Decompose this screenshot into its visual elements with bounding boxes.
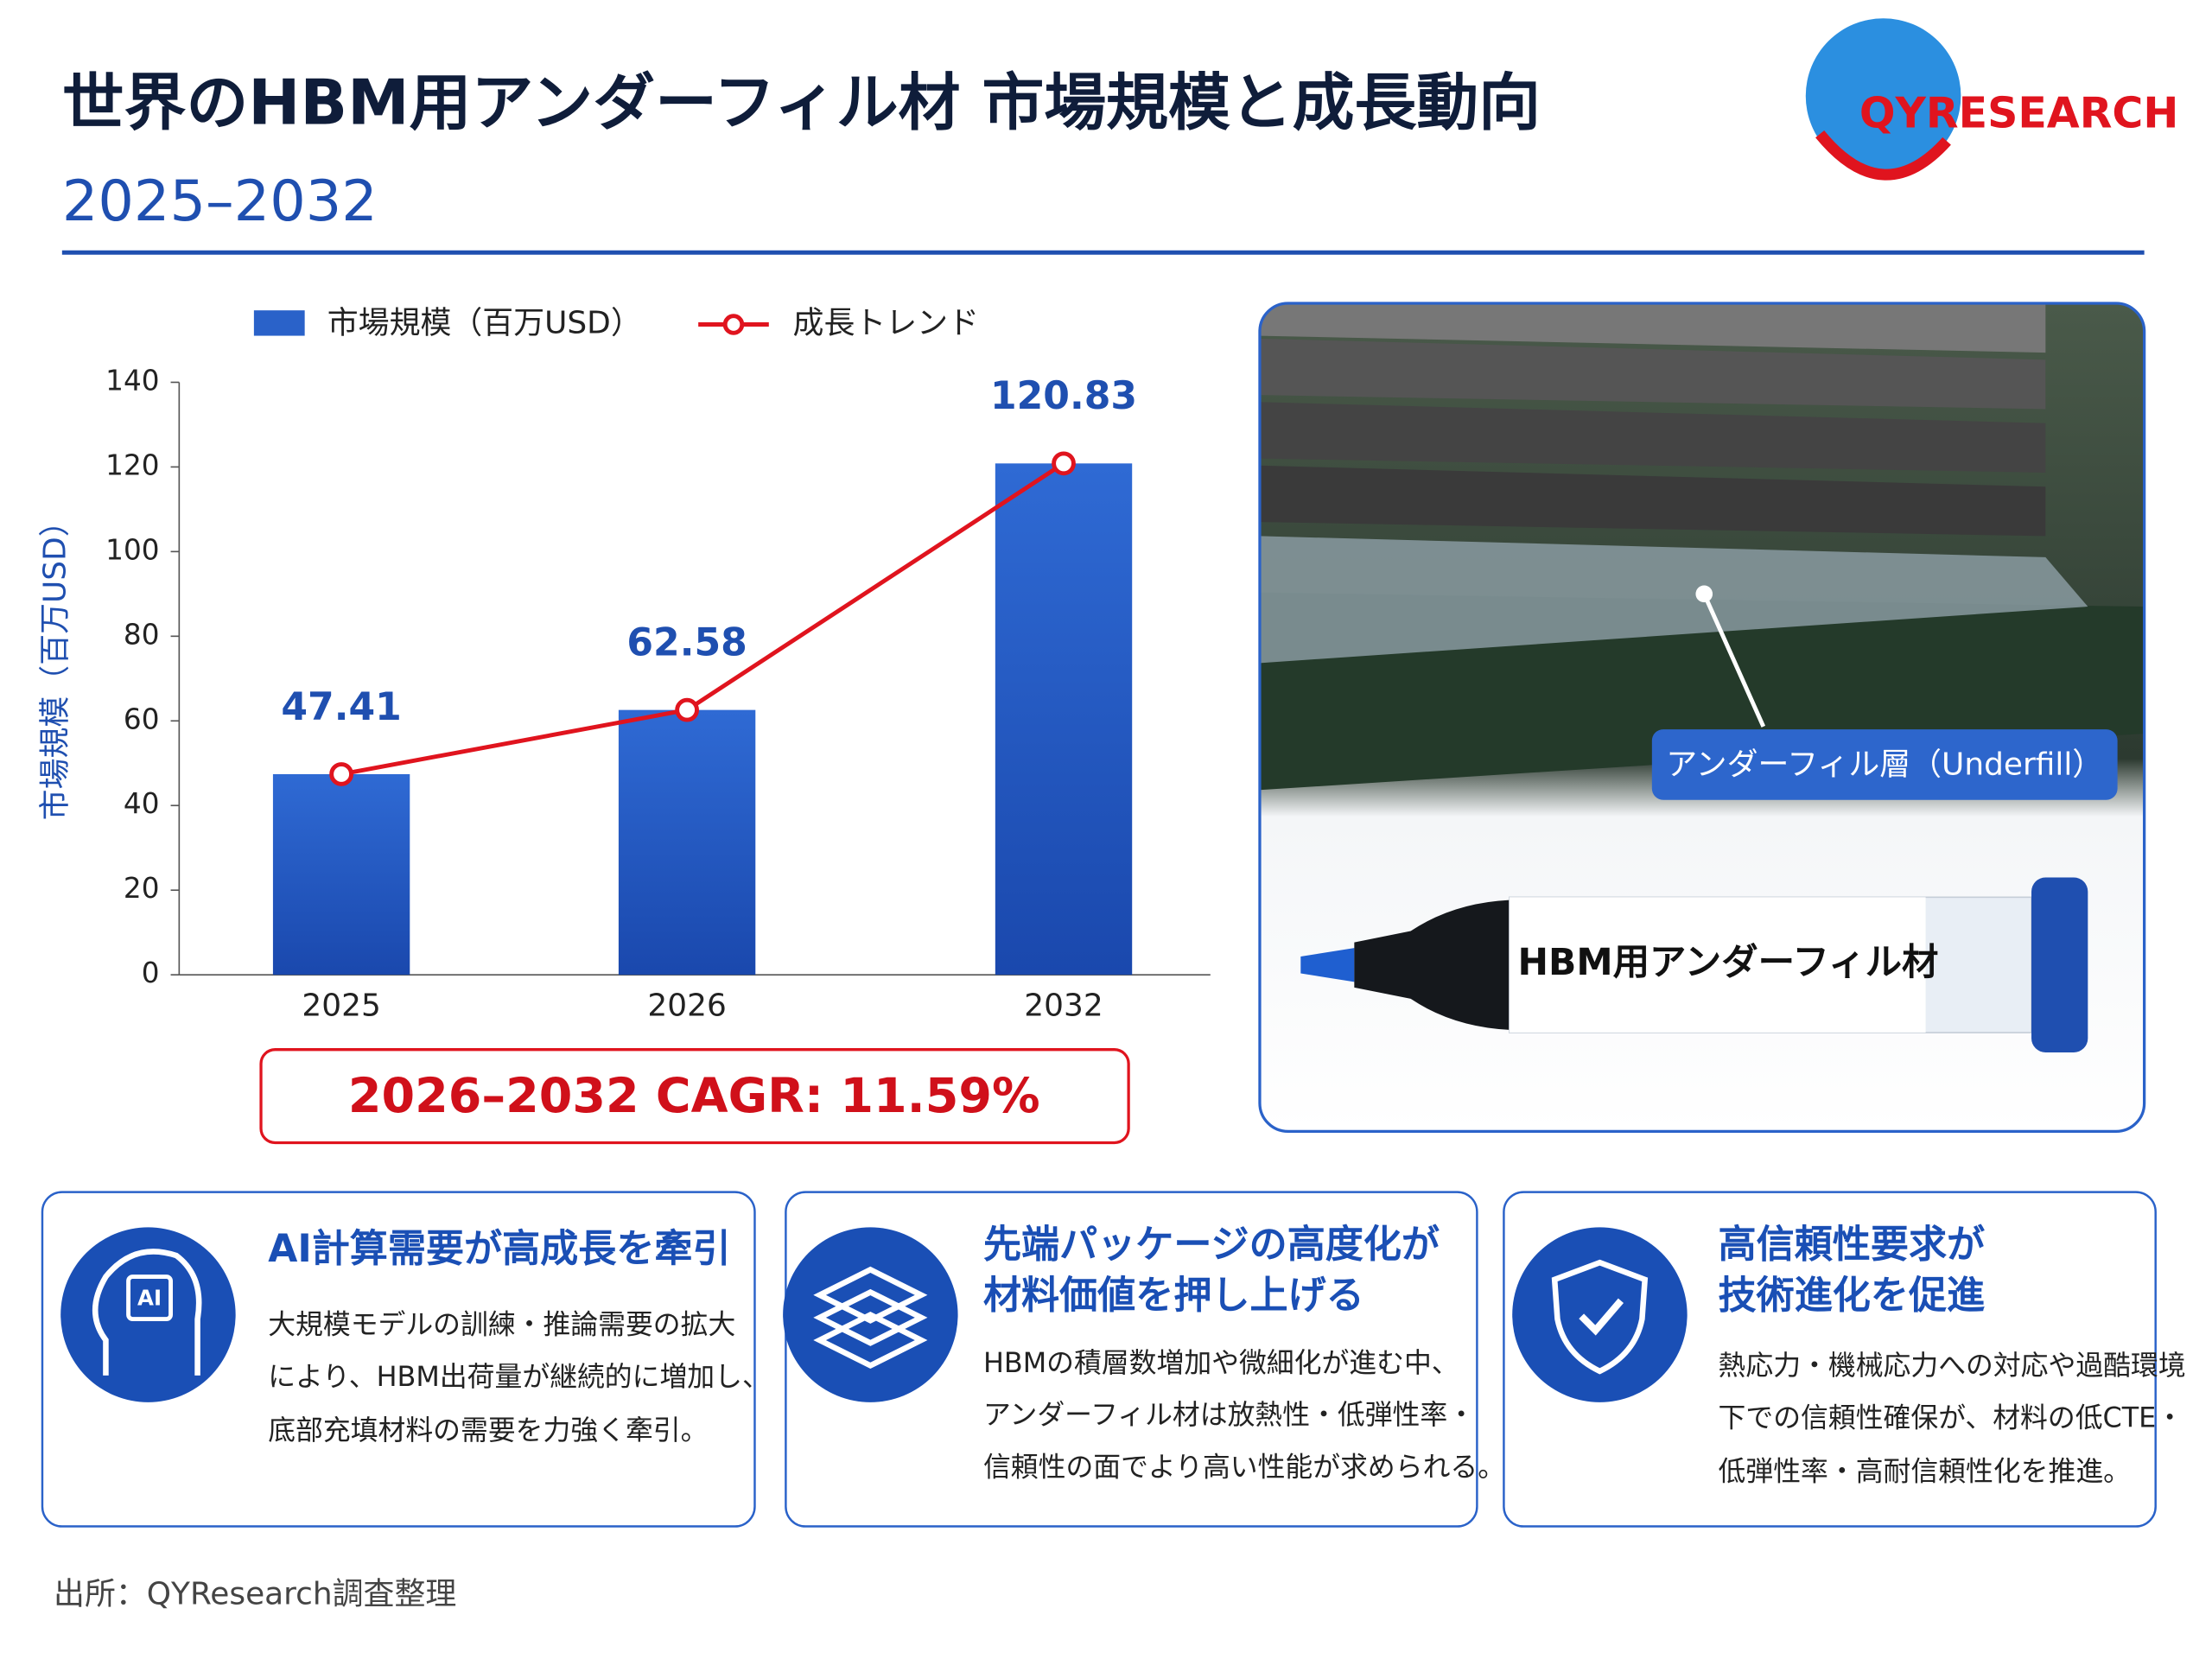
- die-layer: [1259, 465, 2046, 537]
- card-body: 底部充填材料の需要を力強く牽引。: [268, 1414, 708, 1446]
- y-tick-label: 80: [124, 618, 160, 651]
- card-body: 熱応力・機械応力への対応や過酷環境: [1719, 1349, 2186, 1382]
- y-axis-label: 市場規模（百万USD）: [37, 505, 73, 820]
- value-label: 62.58: [626, 621, 747, 665]
- card-body: 下での信頼性確保が、材料の低CTE・: [1719, 1401, 2184, 1433]
- card-title: 技術進化を促進: [1719, 1274, 1986, 1318]
- bar: [272, 773, 410, 976]
- trend-marker: [329, 762, 353, 786]
- callout-line: [1702, 593, 1766, 728]
- y-tick-label: 60: [124, 702, 160, 735]
- icon-chip: [126, 1274, 174, 1321]
- product-label: HBM用アンダーフィル材: [1518, 942, 1939, 984]
- value-label: 47.41: [281, 685, 401, 729]
- x-tick-label: 2032: [1024, 988, 1103, 1024]
- die-top: [1259, 303, 2046, 353]
- source: 出所：QYResearch調査整理: [54, 1577, 456, 1612]
- card-body: 信頼性の面でより高い性能が求められる。: [983, 1451, 1505, 1484]
- title: 世界のHBM用アンダーフィル材 市場規模と成長動向: [62, 67, 1541, 139]
- trend-marker: [675, 697, 699, 722]
- syringe-tip: [1354, 899, 1510, 1030]
- y-tick-label: 40: [124, 787, 160, 820]
- subtitle: 2025–2032: [62, 168, 378, 234]
- callout-box: [1651, 729, 2118, 800]
- card: [785, 1191, 1478, 1528]
- logo-globe: [1805, 18, 1961, 174]
- photo-panel: アンダーフィル層（Underfill） HBM用アンダーフィル材: [1258, 302, 2146, 1134]
- card-body: により、HBM出荷量が継続的に増加し、: [268, 1360, 770, 1393]
- card-title: 先端パッケージの高度化が: [983, 1223, 1440, 1267]
- icon-shield: [1551, 1259, 1649, 1375]
- value-label: 120.83: [990, 374, 1137, 418]
- card-title: 高信頼性要求が: [1719, 1223, 1986, 1267]
- card-title: AI計算需要が高成長を牽引: [268, 1227, 730, 1271]
- bar: [995, 463, 1133, 976]
- card-body: 低弾性率・高耐信頼性化を推進。: [1719, 1454, 2131, 1487]
- icon-layer: [813, 1288, 928, 1346]
- cagr-text: 2026–2032 CAGR: 11.59%: [348, 1068, 1040, 1124]
- callout-text: アンダーフィル層（Underfill）: [1666, 747, 2103, 783]
- card-body: 大規模モデルの訓練・推論需要の拡大: [268, 1308, 735, 1341]
- photo-frame: [1258, 302, 2146, 1134]
- nozzle: [1300, 948, 1355, 982]
- callout-dot: [1695, 585, 1713, 603]
- cards: AI AI計算需要が高成長を牽引大規模モデルの訓練・推論需要の拡大により、HBM出…: [41, 1191, 2186, 1528]
- legend-label: 市場規模（百万USD）: [327, 306, 642, 341]
- icon-text: AI: [137, 1286, 162, 1311]
- card-title: 材料価値を押し上げる: [983, 1274, 1364, 1318]
- underfill: [1259, 536, 2088, 664]
- y-tick-label: 0: [142, 957, 160, 989]
- y-tick-label: 100: [105, 533, 159, 566]
- die-layer: [1259, 338, 2046, 410]
- syringe-label: [1509, 897, 1926, 1033]
- bar: [618, 709, 756, 976]
- y-tick-label: 120: [105, 448, 159, 481]
- x-tick-label: 2025: [302, 988, 380, 1024]
- icon-head: [92, 1249, 202, 1376]
- icon-layer: [813, 1266, 928, 1324]
- cagr-box: [259, 1048, 1130, 1145]
- chart: 0 20 40 60 80 100 120 140 市場規模（百万USD） 市場規模（百万USD）…: [37, 306, 1211, 1145]
- die-layer: [1259, 402, 2046, 473]
- logo-text: QYRESEARCH: [1859, 88, 2179, 137]
- x-tick-label: 2026: [647, 988, 726, 1024]
- logo-swoosh: [1815, 130, 1951, 181]
- icon-layer: [813, 1311, 928, 1370]
- legend-label: 成長トレンド: [793, 306, 979, 341]
- icon-check: [1579, 1298, 1624, 1336]
- y-tick-label: 20: [124, 872, 160, 905]
- card-body: HBMの積層数増加や微細化が進む中、: [983, 1346, 1459, 1379]
- y-tick-label: 140: [105, 364, 159, 397]
- card-icon: [1512, 1227, 1688, 1402]
- card-body: アンダーフィル材は放熱性・低弾性率・: [983, 1398, 1475, 1431]
- syringe-flange: [2031, 877, 2088, 1052]
- legend-marker: [722, 314, 745, 335]
- legend-swatch: [253, 310, 305, 336]
- trend-marker: [1052, 451, 1076, 476]
- logo: QYRESEARCH: [1805, 18, 2179, 181]
